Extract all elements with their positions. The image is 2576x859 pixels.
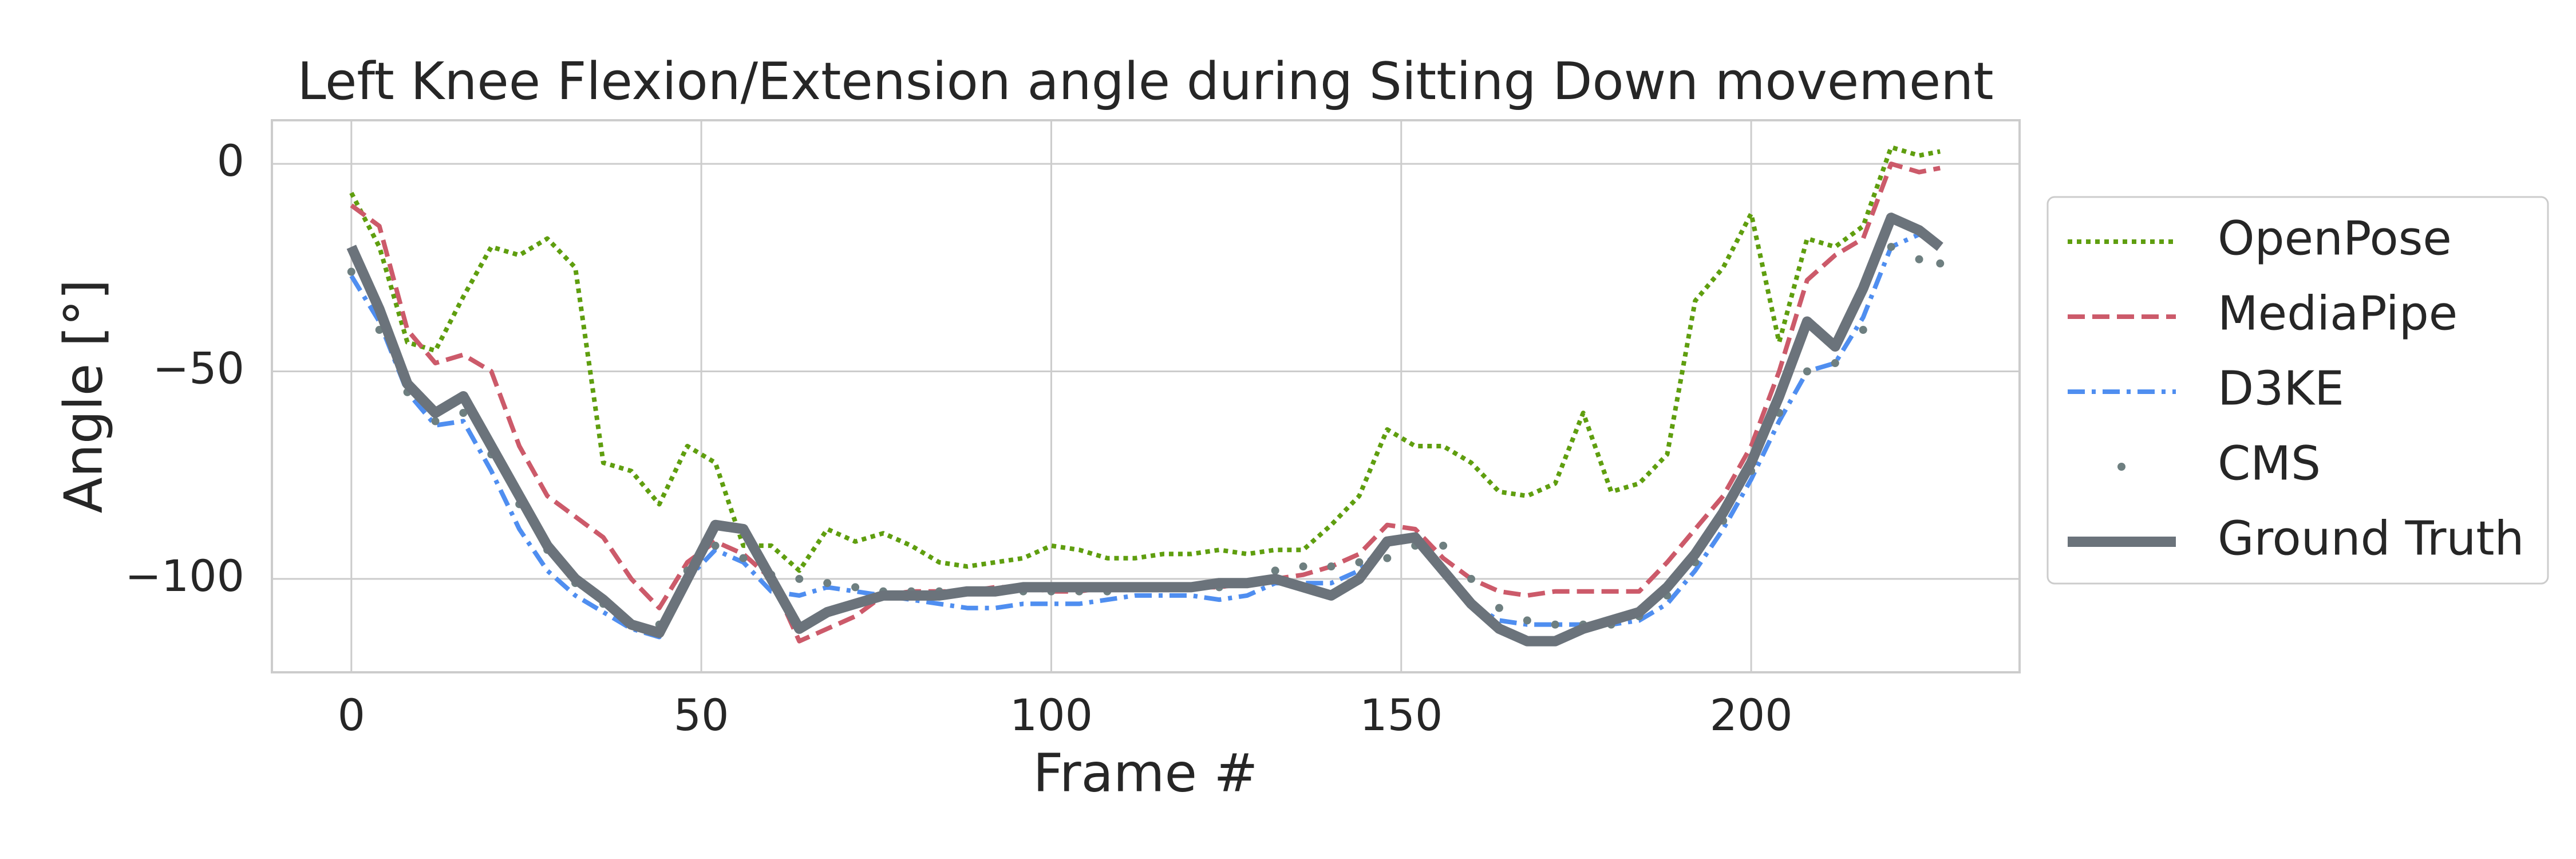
data-point (1495, 604, 1503, 612)
data-point (1859, 326, 1867, 334)
legend-label: CMS (2218, 436, 2321, 491)
x-axis-label: Frame # (1033, 742, 1258, 803)
x-tick-label: 100 (1010, 689, 1093, 740)
data-point (711, 541, 720, 550)
data-point (1467, 574, 1476, 583)
plot-area (346, 145, 1945, 647)
y-tick-label: 0 (217, 135, 244, 186)
data-point (1887, 243, 1895, 251)
data-point (1355, 558, 1364, 566)
series-line (346, 212, 1943, 647)
data-point (1523, 616, 1531, 625)
data-point (1915, 255, 1923, 263)
data-point (459, 408, 468, 417)
legend-label: MediaPipe (2218, 286, 2458, 341)
data-point (851, 583, 860, 592)
data-point (823, 579, 832, 588)
data-point (1936, 259, 1945, 268)
y-tick-label: −50 (153, 342, 244, 393)
x-tick-label: 150 (1360, 689, 1443, 740)
legend-box (2046, 196, 2549, 585)
legend-marker (2117, 463, 2125, 471)
data-point (1803, 367, 1811, 376)
y-tick-label: −100 (125, 550, 244, 601)
data-point (1439, 541, 1448, 550)
data-point (347, 267, 355, 276)
legend-label: Ground Truth (2218, 511, 2524, 566)
data-point (795, 574, 804, 583)
data-point (1327, 562, 1336, 571)
legend-label: OpenPose (2218, 211, 2452, 266)
data-point (739, 554, 748, 562)
legend-label: D3KE (2218, 361, 2344, 416)
x-tick-label: 0 (338, 689, 365, 740)
x-tick-label: 200 (1710, 689, 1793, 740)
data-point (1551, 620, 1559, 629)
y-axis-label: Angle [°] (53, 279, 114, 514)
data-point (1383, 554, 1392, 562)
plot-frame (271, 119, 2021, 673)
series-line (349, 232, 1942, 640)
chart-title: Left Knee Flexion/Extension angle during… (297, 52, 1993, 112)
x-tick-label: 50 (674, 689, 729, 740)
data-point (1831, 359, 1839, 368)
data-point (1299, 562, 1307, 571)
data-point (431, 417, 440, 425)
data-point (1271, 566, 1279, 575)
